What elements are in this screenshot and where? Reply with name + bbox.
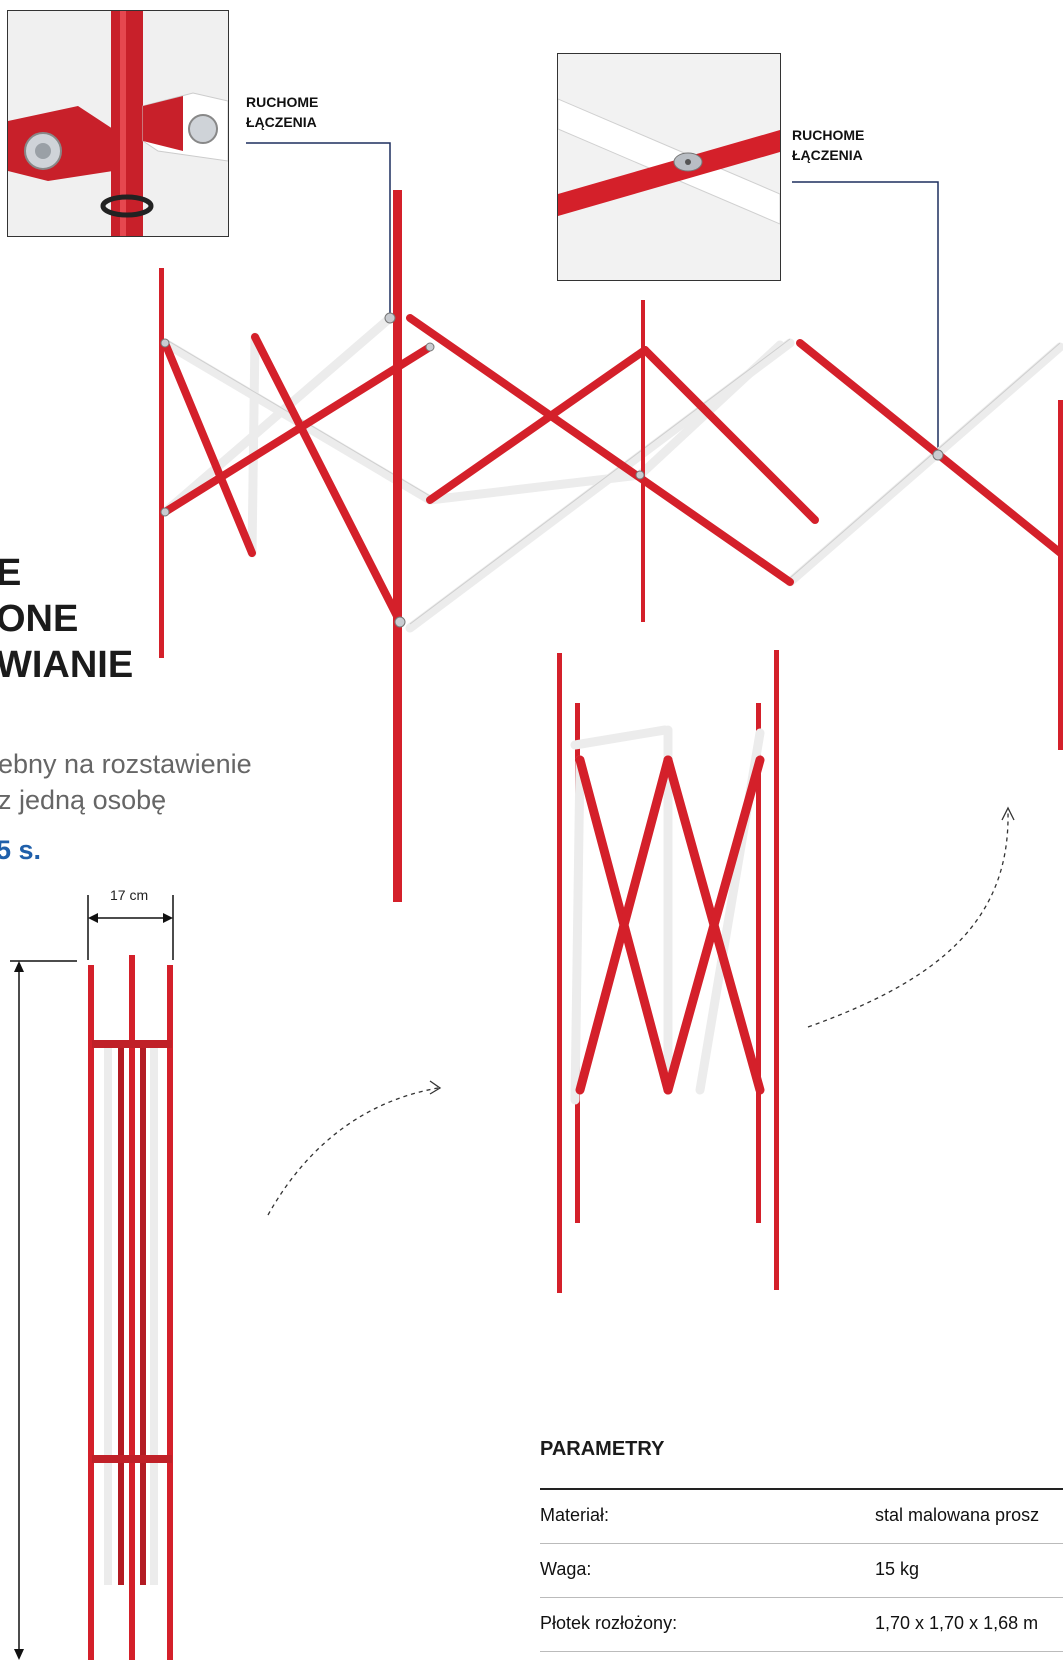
parameter-value: stal malowana prosz xyxy=(875,1505,1040,1525)
parameter-label: Materiał: xyxy=(540,1505,610,1525)
callout-left-line1: RUCHOME xyxy=(246,94,319,110)
parameter-value: 1,70 x 1,70 x 1,68 m xyxy=(875,1613,1039,1633)
heading-line1: E xyxy=(0,552,22,594)
callout-left-line2: ŁĄCZENIA xyxy=(246,114,317,130)
parameter-row: Materiał: stal malowana prosz xyxy=(540,1490,1063,1544)
dashed-arrow-2 xyxy=(807,806,1015,1028)
width-label: 17 cm xyxy=(110,887,149,903)
callout-leader-left xyxy=(246,142,391,318)
setup-description-line2: z jedną osobę xyxy=(0,785,167,815)
height-dimension xyxy=(10,960,77,1660)
parameter-value: 15 kg xyxy=(875,1559,920,1579)
callout-right-line2: ŁĄCZENIA xyxy=(792,147,863,163)
parameters-table: Materiał: stal malowana prosz Waga: 15 k… xyxy=(540,1488,1063,1652)
expanded-barrier xyxy=(159,190,1063,902)
parameters-title: PARAMETRY xyxy=(540,1438,665,1460)
parameter-label: Płotek rozłożony: xyxy=(540,1613,678,1633)
inset-photo-joint-2 xyxy=(557,53,781,281)
half-folded-barrier xyxy=(557,650,779,1293)
callout-leader-right xyxy=(792,181,939,455)
callout-label-left: RUCHOME ŁĄCZENIA xyxy=(246,92,318,132)
folded-barrier xyxy=(88,955,173,1660)
callout-right-line1: RUCHOME xyxy=(792,127,865,143)
joint-photo-2 xyxy=(558,54,780,280)
setup-time: 5 s. xyxy=(0,835,42,865)
inset-photo-joint-1 xyxy=(7,10,229,237)
heading-line3: WIANIE xyxy=(0,644,134,686)
width-dimension xyxy=(87,895,174,960)
joint-photo-1 xyxy=(8,11,228,236)
parameter-row: Płotek rozłożony: 1,70 x 1,70 x 1,68 m xyxy=(540,1598,1063,1652)
feature-heading: E ONE WIANIE xyxy=(0,550,133,688)
parameter-row: Waga: 15 kg xyxy=(540,1544,1063,1598)
parameter-label: Waga: xyxy=(540,1559,592,1579)
heading-line2: ONE xyxy=(0,598,79,640)
dashed-arrow-1 xyxy=(267,1080,442,1216)
setup-description-line1: ebny na rozstawienie xyxy=(0,749,252,779)
callout-label-right: RUCHOME ŁĄCZENIA xyxy=(792,125,864,165)
